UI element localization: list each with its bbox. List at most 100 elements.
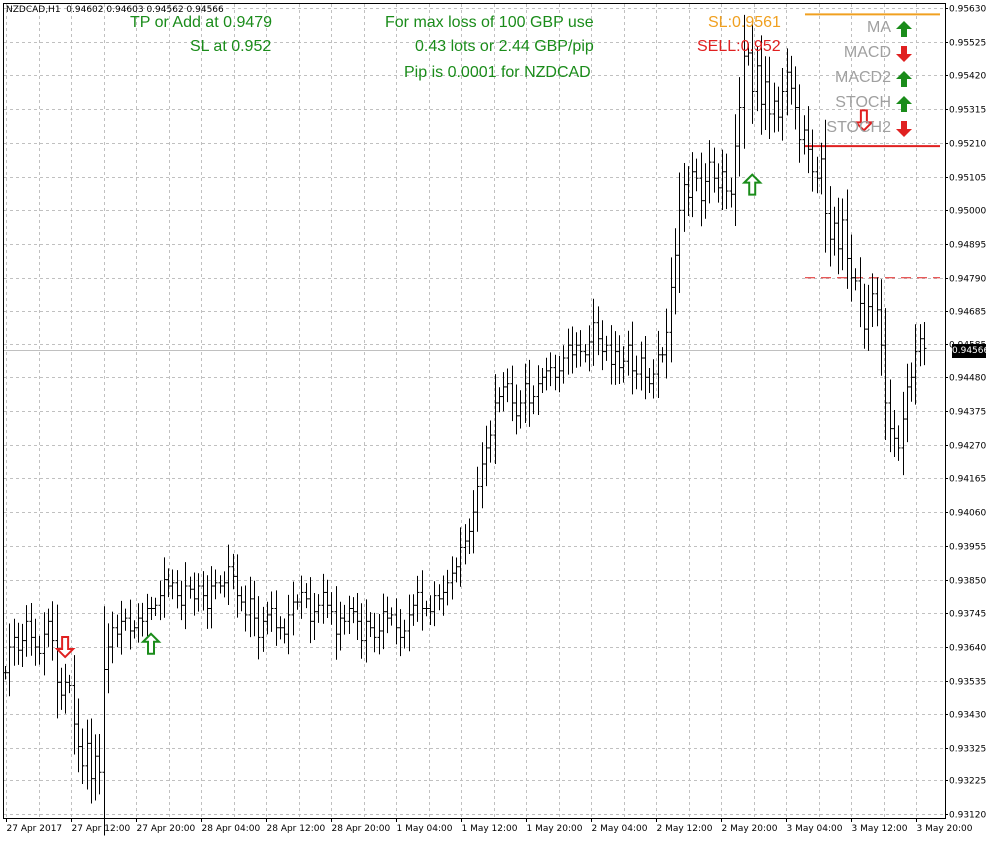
- ohlc-bar: [901, 391, 906, 476]
- ohlc-bar: [553, 354, 558, 391]
- ohlc-bar: [158, 580, 163, 621]
- ohlc-bar: [699, 152, 704, 227]
- y-tick-label: 0.93745: [949, 610, 986, 620]
- ohlc-bar: [523, 363, 528, 424]
- ohlc-bar: [248, 576, 253, 638]
- ohlc-bar: [153, 597, 158, 617]
- ohlc-bar: [772, 82, 777, 133]
- y-tick-label: 0.95000: [949, 207, 986, 217]
- ohlc-bar: [59, 667, 64, 710]
- ohlc-bar: [402, 619, 407, 649]
- ohlc-bar: [866, 284, 871, 351]
- ohlc-bar: [862, 283, 867, 349]
- y-axis: 0.95630 0.95525 0.95420 0.95315 0.95210 0.951…: [945, 5, 986, 821]
- x-tick-label: 28 Apr 04:00: [202, 824, 261, 834]
- ohlc-bar: [274, 590, 279, 646]
- ohlc-bar: [613, 331, 618, 385]
- ohlc-bar: [261, 606, 266, 652]
- ohlc-bar: [647, 368, 652, 393]
- ohlc-bar: [467, 518, 472, 554]
- x-tick-label: 28 Apr 12:00: [267, 824, 326, 834]
- ohlc-bar: [205, 575, 210, 629]
- y-tick-label: 0.93430: [949, 711, 986, 721]
- ohlc-bar: [12, 618, 17, 666]
- ohlc-bar: [226, 544, 231, 605]
- ohlc-bar: [849, 234, 854, 302]
- ohlc-bar: [617, 335, 622, 385]
- ohlc-bar: [845, 189, 850, 289]
- ohlc-bar: [149, 596, 154, 621]
- ohlc-bar: [372, 612, 377, 653]
- sell-signal-arrow-icon: [54, 636, 76, 659]
- ohlc-bar: [243, 585, 248, 632]
- tp-text: TP or Add at 0.9479: [130, 14, 273, 31]
- ohlc-bar: [724, 153, 729, 210]
- x-tick-label: 2 May 04:00: [592, 824, 648, 834]
- ohlc-bar: [316, 594, 321, 623]
- ohlc-bar: [389, 607, 394, 626]
- arrow-down-icon: [896, 121, 912, 137]
- ohlc-bar: [922, 321, 927, 366]
- ohlc-bar: [432, 581, 437, 627]
- ohlc-bar: [501, 372, 506, 412]
- ohlc-bar: [733, 114, 738, 227]
- ohlc-bar: [29, 603, 34, 656]
- ohlc-bar: [840, 198, 845, 271]
- ohlc-bar: [664, 308, 669, 379]
- ohlc-bar: [780, 67, 785, 141]
- arrow-shape: [896, 71, 912, 87]
- ohlc-bar: [55, 604, 60, 719]
- ohlc-bar: [905, 363, 910, 443]
- y-tick-label: 0.93535: [949, 678, 986, 688]
- ohlc-bar: [776, 86, 781, 132]
- ohlc-bar: [338, 601, 343, 651]
- ohlc-bar: [763, 56, 768, 130]
- ohlc-bar: [411, 594, 416, 626]
- ohlc-bar: [115, 614, 120, 648]
- ohlc-bar: [420, 570, 425, 631]
- ohlc-bar: [89, 718, 94, 804]
- ohlc-bar: [858, 257, 863, 328]
- ohlc-bar: [299, 575, 304, 619]
- ohlc-bar: [832, 206, 837, 256]
- ohlc-bar: [493, 374, 498, 464]
- y-tick-label: 0.93850: [949, 577, 986, 587]
- indicator-label: MACD: [843, 44, 891, 61]
- current-price-tag: 0.94566: [952, 343, 987, 358]
- ohlc-bar: [488, 420, 493, 463]
- ohlc-bar: [359, 603, 364, 659]
- ohlc-bar: [20, 623, 25, 667]
- buy-signal-arrow-icon: [140, 632, 162, 655]
- signal-arrows: [54, 109, 875, 659]
- ohlc-bar: [304, 583, 309, 609]
- ohlc-bar: [892, 409, 897, 457]
- ohlc-bar: [179, 580, 184, 621]
- ohlc-bar: [716, 163, 721, 203]
- ohlc-bar: [46, 608, 51, 647]
- x-tick-label: 3 May 04:00: [787, 824, 843, 834]
- y-tick-label: 0.93225: [949, 777, 986, 787]
- x-axis: 27 Apr 2017 27 Apr 12:00 27 Apr 20:00 28 Ap…: [6, 818, 973, 834]
- x-tick-label: 28 Apr 20:00: [332, 824, 391, 834]
- ohlc-bar: [347, 595, 352, 635]
- risk-text: For max loss of 100 GBP use: [385, 14, 594, 31]
- y-tick-label: 0.94060: [949, 509, 986, 519]
- ohlc-bar: [145, 593, 150, 636]
- ohlc-bar: [570, 326, 575, 374]
- ohlc-bar: [690, 152, 695, 218]
- ohlc-bar: [209, 566, 214, 629]
- ohlc-bar: [707, 140, 712, 204]
- ohlc-bar: [278, 616, 283, 640]
- ohlc-bar: [329, 592, 334, 625]
- ohlc-bar: [321, 573, 326, 624]
- ohlc-bar: [643, 336, 648, 400]
- ohlc-bar: [574, 332, 579, 368]
- arrow-up-icon: [896, 96, 912, 112]
- ohlc-bar: [548, 352, 553, 387]
- ohlc-bar: [97, 734, 102, 795]
- ohlc-bar: [742, 14, 747, 149]
- ohlc-bar: [918, 324, 923, 367]
- ohlc-bar: [797, 84, 802, 163]
- ohlc-bar: [265, 601, 270, 635]
- ohlc-bar: [471, 490, 476, 554]
